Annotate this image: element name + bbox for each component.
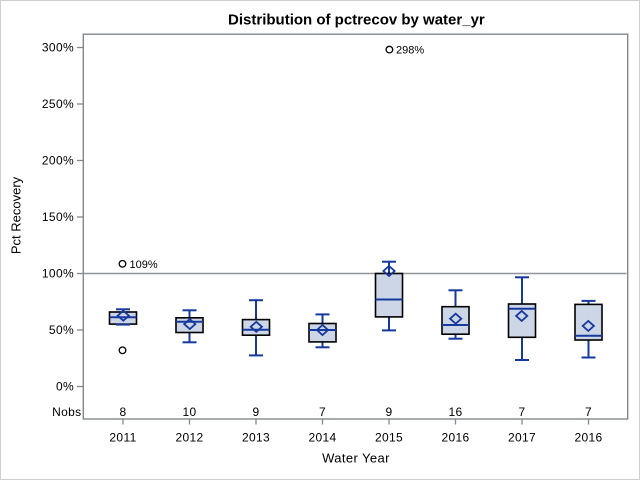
svg-text:2014: 2014 (308, 431, 336, 445)
svg-text:Pct Recovery: Pct Recovery (9, 176, 24, 254)
svg-text:Nobs: Nobs (52, 405, 81, 419)
svg-text:300%: 300% (42, 41, 74, 55)
svg-text:10: 10 (182, 405, 196, 419)
svg-text:109%: 109% (130, 259, 158, 271)
svg-text:7: 7 (518, 405, 525, 419)
svg-text:2011: 2011 (109, 431, 136, 445)
svg-text:100%: 100% (42, 267, 74, 281)
svg-text:298%: 298% (396, 45, 424, 57)
svg-text:2016: 2016 (441, 431, 469, 445)
svg-text:16: 16 (448, 405, 462, 419)
svg-text:9: 9 (385, 405, 392, 419)
svg-text:200%: 200% (42, 154, 74, 168)
svg-text:9: 9 (252, 405, 259, 419)
svg-text:2013: 2013 (242, 431, 270, 445)
svg-text:7: 7 (319, 405, 326, 419)
svg-text:50%: 50% (49, 323, 74, 337)
svg-text:250%: 250% (42, 97, 74, 111)
svg-text:2016: 2016 (574, 431, 602, 445)
svg-text:8: 8 (119, 405, 126, 419)
svg-text:7: 7 (585, 405, 592, 419)
svg-text:2017: 2017 (508, 431, 536, 445)
svg-text:2015: 2015 (375, 431, 403, 445)
svg-text:Water Year: Water Year (322, 451, 390, 466)
svg-text:0%: 0% (56, 380, 74, 394)
svg-text:150%: 150% (42, 210, 74, 224)
svg-text:2012: 2012 (175, 431, 203, 445)
svg-text:Distribution of pctrecov by wa: Distribution of pctrecov by water_yr (228, 12, 485, 29)
